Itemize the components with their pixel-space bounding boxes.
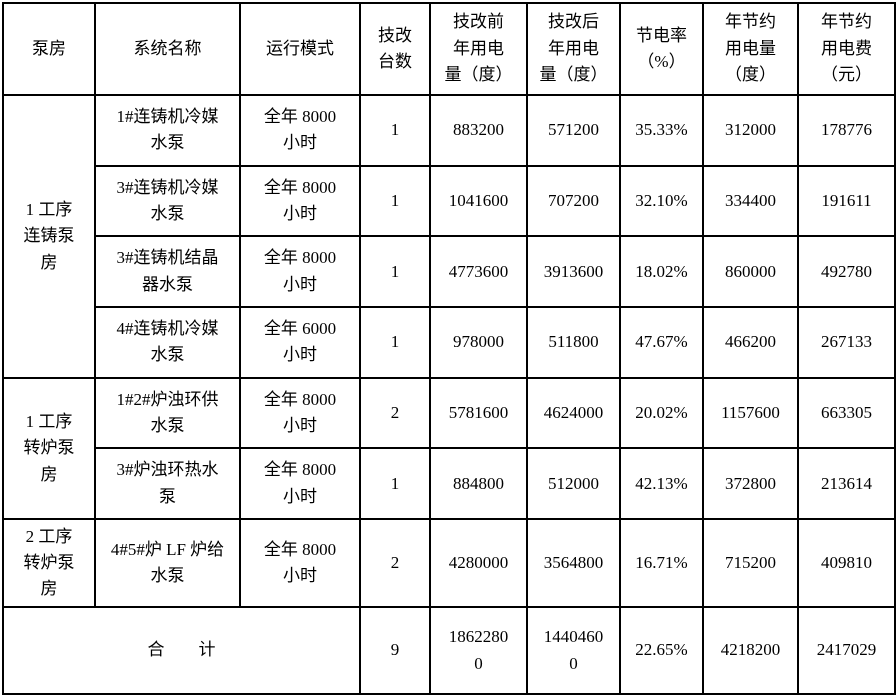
header-retrofit-units: 技改 台数 — [359, 2, 431, 96]
saved-cost-cell: 178776 — [797, 93, 896, 167]
total-saving-rate-cell: 22.65% — [619, 606, 704, 695]
saving-rate-cell: 18.02% — [619, 235, 704, 309]
saved-kwh-cell: 334400 — [702, 164, 799, 238]
saving-rate-cell: 32.10% — [619, 164, 704, 238]
units-cell: 1 — [359, 306, 431, 379]
saved-kwh-cell: 466200 — [702, 306, 799, 379]
header-row: 泵房 系统名称 运行模式 技改 台数 技改前 年用电 量（度） 技改后 年用电 … — [2, 2, 896, 96]
system-name-cell: 3#连铸机冷媒 水泵 — [94, 164, 241, 238]
after-kwh-cell: 511800 — [526, 306, 621, 379]
saving-rate-cell: 16.71% — [619, 518, 704, 609]
before-kwh-cell: 884800 — [429, 447, 528, 521]
table-row: 3#连铸机结晶 器水泵 全年 8000 小时 1 4773600 3913600… — [3, 235, 896, 309]
header-after-kwh: 技改后 年用电 量（度） — [526, 2, 621, 96]
units-cell: 2 — [359, 518, 431, 609]
before-kwh-cell: 5781600 — [429, 376, 528, 450]
saving-rate-cell: 47.67% — [619, 306, 704, 379]
table-row: 1 工序 转炉泵 房 1#2#炉浊环供 水泵 全年 8000 小时 2 5781… — [2, 376, 896, 521]
total-before-kwh-cell: 1862280 0 — [429, 606, 528, 695]
after-kwh-cell: 707200 — [526, 164, 621, 238]
saved-cost-cell: 663305 — [797, 376, 896, 450]
before-kwh-cell: 883200 — [429, 93, 528, 167]
pump-room-group-cell: 1 工序 连铸泵 房 — [2, 93, 96, 379]
header-saved-cost: 年节约 用电费 （元） — [797, 2, 896, 96]
before-kwh-cell: 978000 — [429, 306, 528, 379]
total-units-cell: 9 — [359, 606, 431, 695]
saved-cost-cell: 213614 — [797, 447, 896, 521]
table-row: 1 工序 连铸泵 房 1#连铸机冷媒 水泵 全年 8000 小时 1 88320… — [2, 93, 896, 379]
header-saving-rate: 节电率 （%） — [619, 2, 704, 96]
header-system-name: 系统名称 — [94, 2, 241, 96]
saved-cost-cell: 191611 — [797, 164, 896, 238]
system-name-cell: 4#5#炉 LF 炉给 水泵 — [94, 518, 241, 609]
run-mode-cell: 全年 8000 小时 — [239, 235, 361, 309]
after-kwh-cell: 3564800 — [526, 518, 621, 609]
header-run-mode: 运行模式 — [239, 2, 361, 96]
units-cell: 1 — [359, 235, 431, 309]
run-mode-cell: 全年 6000 小时 — [239, 306, 361, 379]
system-name-cell: 3#连铸机结晶 器水泵 — [94, 235, 241, 309]
before-kwh-cell: 4773600 — [429, 235, 528, 309]
table-row: 3#炉浊环热水 泵 全年 8000 小时 1 884800 512000 42.… — [3, 447, 896, 521]
after-kwh-cell: 512000 — [526, 447, 621, 521]
total-label-cell: 合 计 — [2, 606, 361, 695]
saved-kwh-cell: 715200 — [702, 518, 799, 609]
saved-kwh-cell: 312000 — [702, 93, 799, 167]
after-kwh-cell: 4624000 — [526, 376, 621, 450]
saved-cost-cell: 409810 — [797, 518, 896, 609]
saved-cost-cell: 267133 — [797, 306, 896, 379]
saving-rate-cell: 42.13% — [619, 447, 704, 521]
saved-kwh-cell: 1157600 — [702, 376, 799, 450]
total-after-kwh-cell: 1440460 0 — [526, 606, 621, 695]
saved-kwh-cell: 860000 — [702, 235, 799, 309]
after-kwh-cell: 3913600 — [526, 235, 621, 309]
before-kwh-cell: 1041600 — [429, 164, 528, 238]
total-saved-kwh-cell: 4218200 — [702, 606, 799, 695]
saved-cost-cell: 492780 — [797, 235, 896, 309]
table-row: 3#连铸机冷媒 水泵 全年 8000 小时 1 1041600 707200 3… — [3, 164, 896, 238]
units-cell: 1 — [359, 164, 431, 238]
system-name-cell: 1#连铸机冷媒 水泵 — [94, 93, 241, 167]
pump-room-group-cell: 2 工序 转炉泵 房 — [2, 518, 96, 609]
pump-room-group-cell: 1 工序 转炉泵 房 — [2, 376, 96, 521]
table-row: 2 工序 转炉泵 房 4#5#炉 LF 炉给 水泵 全年 8000 小时 2 4… — [2, 518, 896, 609]
before-kwh-cell: 4280000 — [429, 518, 528, 609]
system-name-cell: 1#2#炉浊环供 水泵 — [94, 376, 241, 450]
table-row: 4#连铸机冷媒 水泵 全年 6000 小时 1 978000 511800 47… — [3, 306, 896, 379]
units-cell: 2 — [359, 376, 431, 450]
header-pump-room: 泵房 — [2, 2, 96, 96]
units-cell: 1 — [359, 93, 431, 167]
header-before-kwh: 技改前 年用电 量（度） — [429, 2, 528, 96]
run-mode-cell: 全年 8000 小时 — [239, 164, 361, 238]
total-saved-cost-cell: 2417029 — [797, 606, 896, 695]
system-name-cell: 3#炉浊环热水 泵 — [94, 447, 241, 521]
saved-kwh-cell: 372800 — [702, 447, 799, 521]
system-name-cell: 4#连铸机冷媒 水泵 — [94, 306, 241, 379]
total-row: 合 计 9 1862280 0 1440460 0 22.65% 4218200… — [2, 606, 896, 695]
run-mode-cell: 全年 8000 小时 — [239, 376, 361, 450]
run-mode-cell: 全年 8000 小时 — [239, 518, 361, 609]
saving-rate-cell: 20.02% — [619, 376, 704, 450]
units-cell: 1 — [359, 447, 431, 521]
saving-rate-cell: 35.33% — [619, 93, 704, 167]
header-saved-kwh: 年节约 用电量 （度） — [702, 2, 799, 96]
after-kwh-cell: 571200 — [526, 93, 621, 167]
run-mode-cell: 全年 8000 小时 — [239, 93, 361, 167]
run-mode-cell: 全年 8000 小时 — [239, 447, 361, 521]
